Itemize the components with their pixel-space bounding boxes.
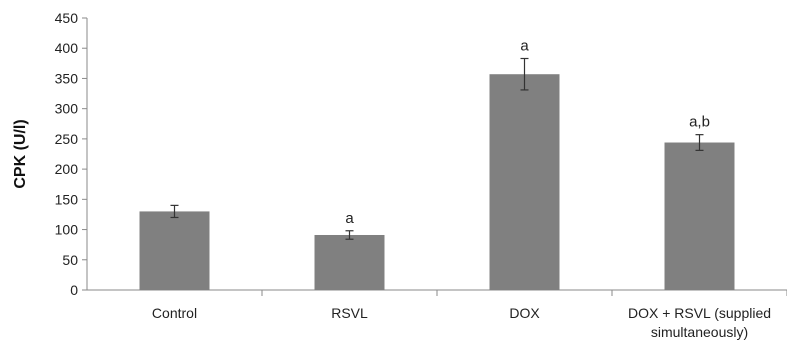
error-bar	[170, 204, 179, 219]
error-bars	[170, 57, 704, 240]
annotations: a a a,b	[345, 37, 710, 226]
y-tick-label: 350	[55, 70, 79, 86]
y-tick-label: 200	[55, 161, 79, 177]
y-tick-label: 300	[55, 101, 79, 117]
significance-label: a	[345, 210, 354, 227]
category-label: RSVL	[331, 305, 368, 321]
y-tick-label: 250	[55, 131, 79, 147]
bar	[664, 142, 735, 290]
category-labels: Control RSVL DOX DOX + RSVL (supplied simult…	[152, 305, 771, 340]
bar	[139, 211, 210, 290]
category-label: Control	[152, 305, 197, 321]
significance-label: a,b	[689, 114, 710, 131]
y-axis-label: CPK (U/l)	[12, 119, 29, 188]
y-tick-label: 450	[55, 10, 79, 26]
error-bar	[345, 230, 354, 240]
error-bar	[695, 134, 704, 151]
bar	[314, 234, 385, 290]
bars	[139, 74, 735, 290]
y-tick-label: 0	[70, 282, 78, 298]
x-axis	[87, 289, 787, 296]
error-bar	[520, 57, 529, 91]
y-axis: 0 50 100 150 200 250 300 350 400 450	[55, 10, 88, 298]
category-label: DOX	[509, 305, 540, 321]
y-tick-label: 50	[62, 252, 78, 268]
category-label: simultaneously)	[651, 324, 748, 340]
bar	[489, 74, 560, 290]
y-tick-label: 100	[55, 222, 79, 238]
significance-label: a	[520, 37, 529, 54]
y-tick-label: 400	[55, 40, 79, 56]
category-label: DOX + RSVL (supplied	[628, 305, 771, 321]
y-tick-label: 150	[55, 191, 79, 207]
